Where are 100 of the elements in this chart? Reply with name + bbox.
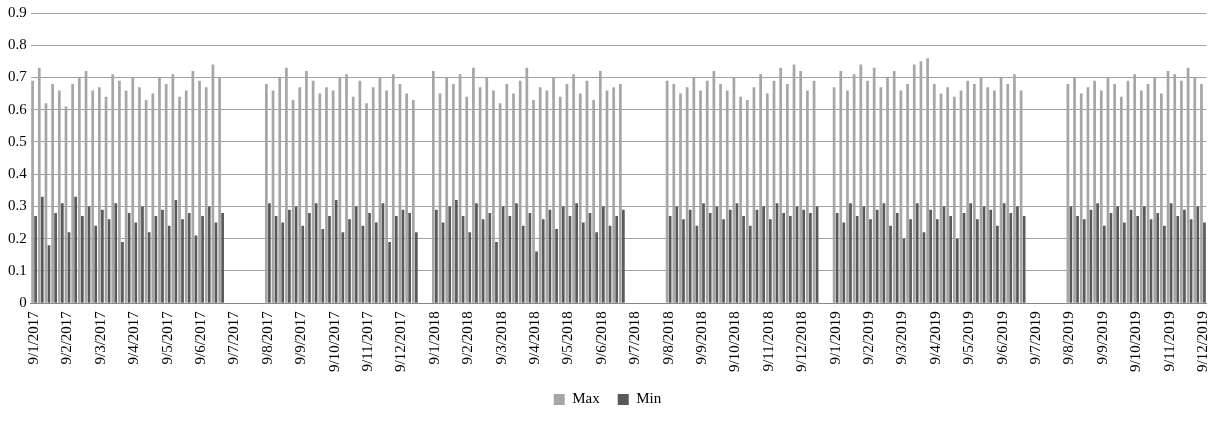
x-tick-label: 9/10/2018 (726, 311, 743, 373)
x-tick-label: 9/6/2018 (592, 311, 609, 365)
bar (1203, 222, 1206, 303)
y-tick-label: 0.6 (8, 100, 28, 117)
x-tick-label: 9/3/2019 (893, 311, 910, 365)
bar (688, 209, 692, 303)
bar (301, 225, 305, 303)
bar (889, 225, 892, 303)
bar (996, 225, 999, 303)
bar (121, 241, 124, 303)
bar (468, 232, 472, 303)
bar (1136, 216, 1140, 303)
x-tick-label: 9/7/2018 (626, 311, 643, 365)
bar (849, 203, 852, 303)
x-tick-label: 9/1/2017 (25, 310, 42, 365)
y-tick-label: 0.2 (8, 229, 27, 246)
bar (221, 212, 224, 303)
bar (789, 216, 792, 303)
x-tick-label: 9/1/2019 (826, 311, 843, 365)
bar (201, 216, 204, 303)
bar (1143, 206, 1146, 303)
bar (455, 200, 458, 303)
x-tick-label: 9/10/2019 (1127, 311, 1144, 373)
bar (328, 216, 331, 303)
bar (555, 229, 558, 303)
bar (762, 206, 765, 303)
x-tick-label: 9/8/2018 (659, 311, 676, 365)
x-tick-label: 9/3/2017 (91, 310, 108, 365)
bar (575, 203, 578, 303)
bar (782, 212, 786, 303)
x-tick-label: 9/12/2018 (793, 311, 810, 373)
bar (561, 206, 565, 303)
bar (675, 206, 679, 303)
bar (708, 212, 712, 303)
bar (595, 232, 599, 303)
x-tick-label: 9/2/2018 (459, 311, 476, 365)
bar (435, 209, 438, 303)
bar (94, 225, 98, 303)
x-tick-label: 9/9/2017 (292, 310, 309, 365)
x-tick-label: 9/3/2018 (492, 311, 509, 365)
bar (909, 219, 912, 303)
y-tick-label: 0.7 (8, 68, 28, 85)
bar (929, 209, 932, 303)
y-tick-label: 0.8 (8, 36, 27, 53)
x-tick-label: 9/9/2018 (692, 311, 709, 365)
bar (1163, 225, 1166, 303)
x-tick-label: 9/11/2019 (1160, 311, 1177, 372)
legend-label: Max (572, 390, 601, 407)
x-tick-label: 9/10/2017 (325, 310, 342, 373)
bar (842, 222, 846, 303)
x-tick-label: 9/2/2019 (859, 311, 876, 365)
bar (448, 206, 452, 303)
bar (408, 212, 411, 303)
bar (1096, 203, 1099, 303)
x-tick-label: 9/7/2017 (225, 310, 242, 365)
bar (187, 212, 191, 303)
bar (475, 203, 478, 303)
bar (915, 203, 919, 303)
bar (1016, 206, 1019, 303)
bar (935, 219, 939, 303)
x-tick-label: 9/5/2018 (559, 311, 576, 365)
bar (768, 219, 772, 303)
bar (1009, 212, 1013, 303)
bar (875, 209, 879, 303)
bar (167, 225, 171, 303)
bar (1082, 219, 1086, 303)
x-tick-label: 9/5/2017 (158, 310, 175, 365)
bar (60, 203, 64, 303)
bar (742, 216, 745, 303)
bar (728, 209, 732, 303)
bar (802, 209, 806, 303)
bar (161, 209, 164, 303)
bar (535, 251, 538, 303)
bar (989, 209, 993, 303)
legend-label: Min (636, 390, 662, 407)
bar (969, 203, 973, 303)
bar (862, 206, 866, 303)
bar (281, 222, 285, 303)
x-tick-label: 9/8/2019 (1060, 311, 1077, 365)
bar (40, 196, 44, 303)
bar (615, 216, 619, 303)
bar (521, 225, 525, 303)
bar (394, 216, 398, 303)
bar (207, 206, 211, 303)
x-tick-label: 9/5/2019 (960, 311, 977, 365)
bar (334, 200, 338, 303)
bar (695, 225, 699, 303)
bar (1116, 206, 1119, 303)
x-tick-label: 9/7/2019 (1026, 311, 1043, 365)
bar (134, 222, 138, 303)
bar (955, 238, 959, 303)
bar (368, 212, 371, 303)
bar (1102, 225, 1106, 303)
bar (288, 209, 291, 303)
bar (515, 203, 518, 303)
bar (1076, 216, 1079, 303)
bar (702, 203, 705, 303)
bar (508, 216, 512, 303)
y-tick-label: 0.3 (8, 197, 27, 214)
bar (54, 212, 57, 303)
